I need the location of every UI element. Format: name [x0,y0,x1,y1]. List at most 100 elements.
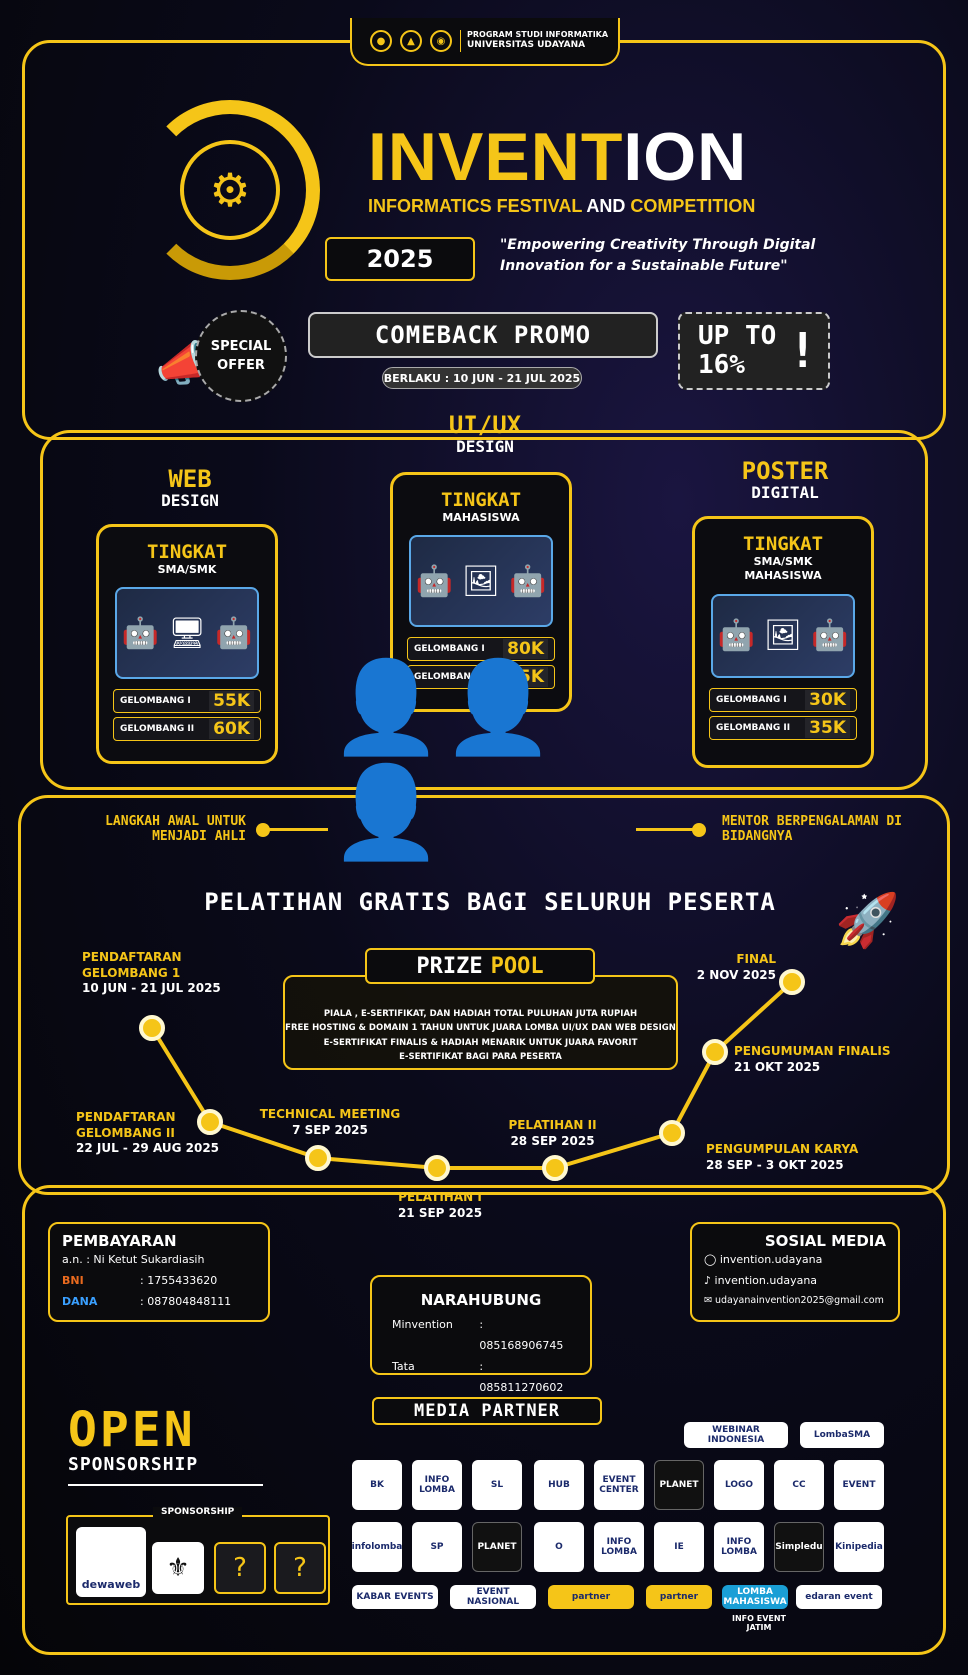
category-name: UI/UX [448,411,522,439]
partner-name: INFO LOMBA [601,1537,637,1557]
robot-icon: 🤖 [717,618,755,654]
media-partner-logo: Simpledu [774,1522,824,1572]
category-title-poster: POSTER DIGITAL [700,458,870,502]
price-value: 80K [503,639,548,660]
social-title: SOSIAL MEDIA [764,1232,886,1250]
partner-name: LOGO [724,1480,754,1490]
media-partner-logo: EVENT NASIONAL [450,1585,536,1609]
partner-name: BK [370,1480,384,1490]
timeline-dot-1 [139,1015,165,1041]
partner-name: HUB [548,1480,570,1490]
partner-name: LOMBA MAHASISWA [723,1587,787,1607]
subtitle-a: INFORMATICS FESTIVAL [368,196,587,216]
price-value: 30K [805,689,850,710]
partner-name: Kinipedia [835,1542,883,1552]
timeline-event-6: PENGUMPULAN KARYA 28 SEP - 3 OKT 2025 [706,1142,876,1173]
media-partner-title: MEDIA PARTNER [372,1397,602,1425]
brain-bulb-icon: ⚙ [180,140,280,240]
media-partner-logo: PLANET [472,1522,522,1572]
partner-name: IE [674,1542,684,1552]
timeline-title: PENDAFTARAN GELOMBANG 1 [82,950,182,980]
level-label: SMA/SMK [157,563,217,576]
category-sub: DESIGN [456,437,514,457]
price-row: GELOMBANG I 55K [113,689,261,714]
email-address[interactable]: udayanainvention2025@gmail.com [715,1294,884,1306]
price-row: GELOMBANG II 35K [709,715,857,740]
partner-name: SL [490,1480,504,1490]
contact-name: Tata [392,1359,415,1373]
special-label: SPECIAL [210,338,272,354]
category-sub: DIGITAL [751,483,819,503]
percent-label: 16% [698,350,745,380]
card-uiux-design: TINGKAT MAHASISWA 🤖 🖼 🤖 GELOMBANG I 80K GEL… [390,472,572,712]
easel-icon: 🖼 [763,618,803,654]
tingkat-label: TINGKAT [440,489,522,511]
tiktok-handle[interactable]: invention.udayana [714,1273,818,1287]
design-icon: 🖼 [461,563,501,599]
event-subtitle: INFORMATICS FESTIVAL AND COMPETITION [368,196,755,217]
prize-line: E-SERTIFIKAT FINALIS & HADIAH MENARIK UN… [323,1037,638,1048]
dana-number: : 087804848111 [140,1294,232,1308]
media-partner-logo: O [534,1522,584,1572]
media-partner-logo: EVENT CENTER [594,1460,644,1510]
connector-dot-left [256,823,270,837]
timeline-date: 21 SEP 2025 [397,1205,483,1220]
social-box: SOSIAL MEDIA ◯ invention.udayana ♪ inven… [690,1222,900,1322]
university-logo-icon: ● [370,30,392,52]
price-value: 85K [503,667,548,688]
timeline-dot-5 [542,1155,568,1181]
connector-line-right [636,828,694,831]
timeline-date: 22 JUL - 29 AUG 2025 [76,1141,220,1156]
contact-row-2: Tata : 085811270602 [392,1357,570,1399]
timeline-dot-8 [779,969,805,995]
robot-icon: 🤖 [811,618,849,654]
partner-name: WEBINAR INDONESIA [707,1425,765,1445]
media-partner-logo: LOMBA MAHASISWA [722,1585,788,1609]
media-partner-logo: KABAR EVENTS [352,1585,438,1609]
robot-icon: 🤖 [415,563,453,599]
partner-name: INFO LOMBA [721,1537,757,1557]
media-partner-logo: BK [352,1460,402,1510]
prize-pool-title: PRIZE POOL [365,948,595,984]
event-year: 2025 [325,237,475,281]
discount-badge: UP TO 16% ! [678,312,830,390]
robot-icon: 🤖 [215,615,253,651]
payment-box: PEMBAYARAN a.n. : Ni Ketut Sukardiasih B… [48,1222,270,1322]
bank-row: BNI : 1755433620 [62,1271,256,1292]
connector-dot-right [692,823,706,837]
timeline-title: PENDAFTARAN GELOMBANG II [76,1110,176,1140]
level-label-2: MAHASISWA [744,569,822,583]
instagram-handle[interactable]: invention.udayana [719,1253,823,1266]
media-partner-logo: LOGO [714,1460,764,1510]
header-logos: ● ▲ ◉ PROGRAM STUDI INFORMATIKA UNIVERSI… [350,18,620,66]
partner-name: CC [792,1480,806,1490]
robot-icon: 🤖 [121,615,159,651]
timeline-date: 28 SEP - 3 OKT 2025 [706,1157,844,1172]
partner-name: infolomba [352,1542,402,1552]
timeline-title: TECHNICAL MEETING [259,1107,401,1121]
partner-name: SP [430,1542,444,1552]
timeline-title: PENGUMPULAN KARYA [706,1142,859,1156]
dewaweb-name: dewaweb [81,1578,141,1591]
timeline-frame [18,795,950,1195]
university-name: UNIVERSITAS UDAYANA [467,40,586,51]
training-right-text: MENTOR BERPENGALAMAN DI BIDANGNYA [722,814,903,844]
timeline-event-5: PELATIHAN II 28 SEP 2025 [495,1118,610,1149]
upto-label: UP TO [698,321,777,352]
timeline-event-7: PENGUMUMAN FINALIS 21 OKT 2025 [734,1044,904,1075]
program-logo-icon: ◉ [430,30,452,52]
dana-logo-icon: DANA [62,1294,98,1308]
dewaweb-logo: dewaweb [76,1527,146,1597]
tingkat-label: TINGKAT [742,533,824,555]
contact-number: : 085811270602 [479,1359,564,1394]
partner-name: edaran event [805,1592,873,1602]
tiktok-row: ♪ invention.udayana [704,1271,886,1292]
payment-account-name: a.n. : Ni Ketut Sukardiasih [62,1253,205,1266]
offer-label: OFFER [217,358,265,373]
price-label: GELOMBANG I [414,644,485,655]
timeline-event-3: TECHNICAL MEETING 7 SEP 2025 [250,1107,410,1138]
tingkat-label: TINGKAT [146,541,228,563]
prize-line: E-SERTIFIKAT BAGI PARA PESERTA [399,1052,562,1063]
exclamation-icon: ! [788,322,818,379]
